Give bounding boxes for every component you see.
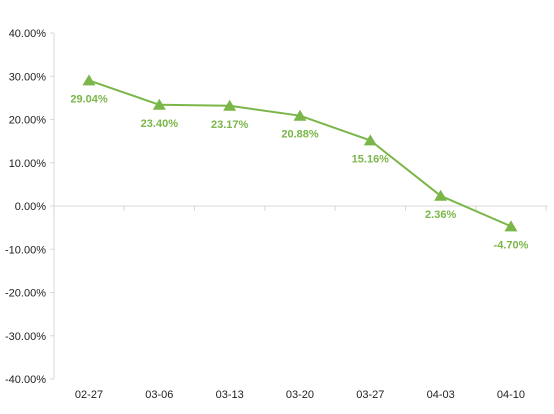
data-label: 23.40% bbox=[141, 118, 179, 130]
data-label: -4.70% bbox=[494, 239, 529, 251]
data-point-marker bbox=[363, 134, 377, 146]
x-tick-label: 04-10 bbox=[497, 389, 525, 401]
data-point-marker bbox=[152, 98, 166, 110]
x-tick-label: 03-13 bbox=[216, 389, 244, 401]
data-labels: 29.04% 23.40% 23.17% 20.88% 15.16% 2.36% -4.70… bbox=[70, 93, 528, 251]
y-tick-label: 40.00% bbox=[9, 28, 47, 40]
series-line bbox=[88, 79, 512, 228]
x-tick-label: 04-03 bbox=[427, 389, 455, 401]
y-tick-label: -20.00% bbox=[5, 288, 46, 300]
y-tick-label: 30.00% bbox=[9, 71, 47, 83]
y-tick-label: -10.00% bbox=[5, 244, 46, 256]
y-axis-tick-labels: 40.00% 30.00% 20.00% 10.00% 0.00% -10.00% -20.… bbox=[5, 28, 46, 386]
y-tick-label: 20.00% bbox=[9, 115, 47, 127]
y-tick-label: -30.00% bbox=[5, 331, 46, 343]
data-label: 2.36% bbox=[425, 209, 456, 221]
data-point-marker bbox=[82, 74, 96, 86]
y-tick-label: 0.00% bbox=[15, 201, 46, 213]
data-label: 15.16% bbox=[352, 153, 390, 165]
chart-axes bbox=[50, 32, 548, 380]
data-point-marker bbox=[434, 189, 448, 201]
x-axis-tick-labels: 02-27 03-06 03-13 03-20 03-27 04-03 04-10 bbox=[75, 389, 525, 401]
y-tick-label: 10.00% bbox=[9, 158, 47, 170]
data-point-marker bbox=[504, 220, 518, 232]
y-tick-label: -40.00% bbox=[5, 374, 46, 386]
x-tick-label: 03-06 bbox=[145, 389, 173, 401]
x-tick-label: 03-27 bbox=[356, 389, 384, 401]
x-tick-label: 03-20 bbox=[286, 389, 314, 401]
data-label: 20.88% bbox=[281, 129, 319, 141]
series-line-group bbox=[82, 74, 518, 232]
data-point-marker bbox=[223, 99, 237, 111]
data-point-marker bbox=[293, 109, 307, 121]
data-label: 29.04% bbox=[70, 93, 108, 105]
x-tick-label: 02-27 bbox=[75, 389, 103, 401]
data-label: 23.17% bbox=[211, 119, 249, 131]
